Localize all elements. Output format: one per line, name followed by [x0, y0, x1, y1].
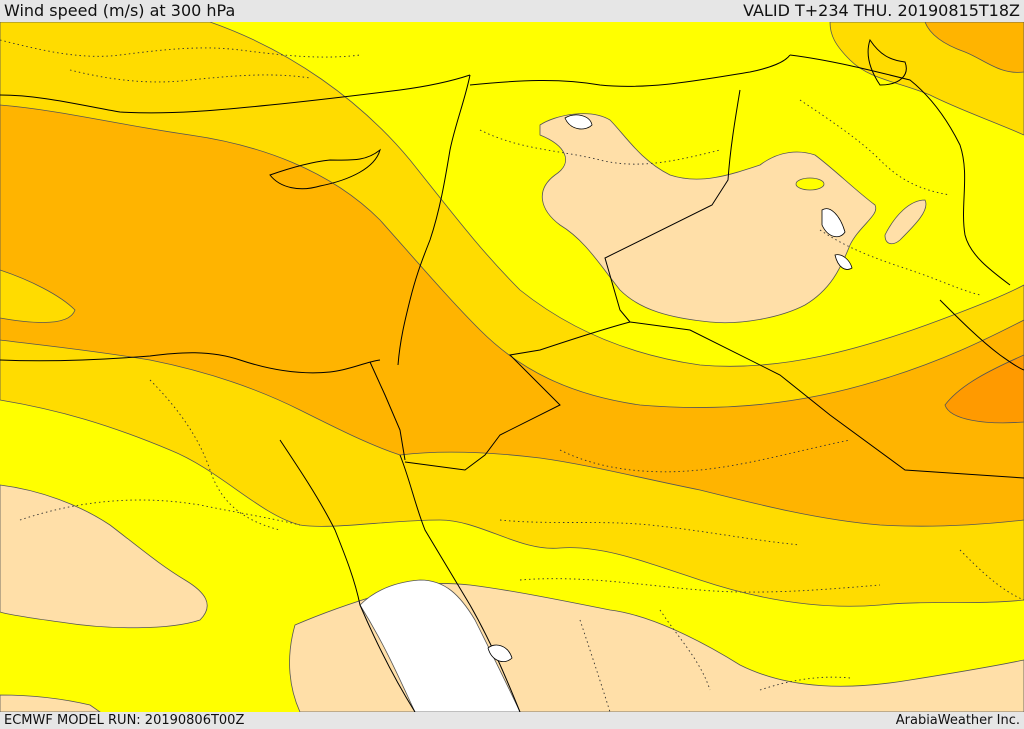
border-saudi-iraq: [629, 321, 1024, 479]
band-pale-southwest-corner: [0, 694, 101, 712]
political-borders: [369, 54, 1024, 479]
valid-time: VALID T+234 THU. 20190815T18Z: [743, 1, 1020, 20]
border-egypt-israel: [369, 361, 406, 461]
border-syria-iraq: [604, 89, 741, 323]
admin-line-5: [519, 578, 881, 593]
band-white-red-sea: [359, 579, 521, 712]
coast-red-sea-east: [399, 454, 521, 712]
band-pale-iran-lens: [884, 199, 927, 245]
map-area: [0, 22, 1024, 712]
model-run: ECMWF MODEL RUN: 20190806T00Z: [4, 713, 245, 728]
footer-bar: ECMWF MODEL RUN: 20190806T00Z ArabiaWeat…: [0, 712, 1024, 729]
admin-line-14: [579, 619, 611, 712]
admin-line-11: [0, 39, 361, 58]
band-yellow-iraq-spot: [795, 177, 825, 191]
coast-red-sea-west: [279, 439, 416, 712]
band-orange-northeast: [924, 22, 1024, 73]
admin-line-13: [959, 549, 1024, 601]
lake-iraq-2: [821, 208, 846, 238]
coast-cyprus: [269, 148, 381, 190]
island-red-sea: [487, 644, 513, 663]
coast-levant: [397, 74, 471, 366]
band-gold-west-lens: [0, 269, 76, 323]
band-orange-core: [0, 104, 1024, 527]
admin-line-4: [499, 519, 801, 546]
border-iraq-iran: [789, 54, 1011, 286]
coastlines: [0, 38, 1024, 712]
border-turkey-syria: [469, 54, 791, 87]
lake-iraq-1: [564, 114, 593, 130]
wind-speed-map: [0, 22, 1024, 712]
admin-lines: [0, 39, 1024, 712]
coast-anatolia: [0, 74, 471, 114]
title-bar: Wind speed (m/s) at 300 hPa VALID T+234 …: [0, 0, 1024, 22]
band-pale-iraq: [539, 113, 877, 324]
admin-line-8: [479, 129, 721, 165]
admin-line-1: [149, 379, 281, 531]
admin-line-2: [19, 499, 301, 526]
band-max-east: [944, 354, 1024, 424]
admin-line-7: [759, 676, 851, 691]
lake-iraq-3: [834, 254, 853, 270]
border-jordan-saudi: [404, 321, 631, 471]
admin-line-9: [799, 99, 951, 196]
band-pale-southwest: [0, 484, 208, 629]
chart-title: Wind speed (m/s) at 300 hPa: [4, 1, 236, 20]
admin-line-12: [69, 69, 311, 83]
coast-egypt-north: [0, 352, 381, 374]
coast-gulf: [939, 299, 1024, 371]
credit-label: ArabiaWeather Inc.: [895, 713, 1020, 728]
